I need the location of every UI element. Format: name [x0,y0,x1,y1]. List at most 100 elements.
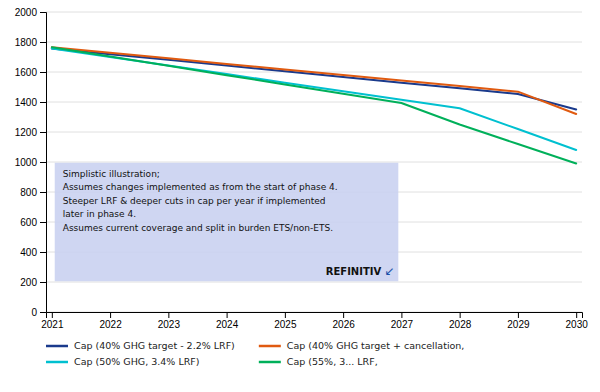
y-tick-label: 1800 [15,37,38,48]
y-tick-label: 800 [20,187,37,198]
y-tick: 2000 [15,7,46,18]
x-tick-label: 2026 [333,319,356,330]
legend-swatch [259,345,281,348]
y-tick-mark [40,162,46,163]
brand-text: REFINITIV [326,266,382,277]
y-tick: 1000 [15,157,46,168]
series-line [52,47,576,114]
annotation-text: Simplistic illustration; Assumes changes … [63,169,338,233]
series-line [52,47,576,163]
y-tick-label: 600 [20,217,37,228]
x-tick-mark [285,312,286,318]
x-tick-label: 2028 [449,319,472,330]
x-tick-label: 2022 [99,319,122,330]
x-tick-label: 2023 [158,319,181,330]
x-tick: 2024 [216,312,239,330]
cursor-icon: ↙ [384,264,394,278]
annotation-line: later in phase 4. [63,209,136,219]
legend-swatch [46,345,68,348]
grid-line [46,162,582,163]
y-tick-mark [40,102,46,103]
annotation-line: Simplistic illustration; [63,169,160,179]
x-tick-label: 2027 [391,319,414,330]
x-tick-mark [401,312,402,318]
annotation-line: Steeper LRF & deeper cuts in cap per yea… [63,196,326,206]
legend-item: Cap (40% GHG target + cancellation, [259,340,465,351]
y-tick: 1400 [15,97,46,108]
legend-item: Cap (55%, 3... LRF, [259,356,378,367]
x-axis: 2021 2022 2023 2024 2025 2026 2027 2028 2029 2030 [41,312,588,330]
y-tick-mark [40,312,46,313]
y-tick-mark [40,282,46,283]
y-tick-label: 1000 [15,157,38,168]
grid [46,12,582,312]
grid-line [46,132,582,133]
y-axis-line [40,13,47,313]
y-tick-label: 1200 [15,127,38,138]
x-tick-label: 2021 [41,319,64,330]
y-tick-mark [40,252,46,253]
y-tick-label: 200 [20,277,37,288]
y-tick-mark [40,132,46,133]
y-tick: 600 [20,217,46,228]
y-tick: 0 [31,307,46,318]
legend-label: Cap (55%, 3... LRF, [287,356,378,367]
y-tick: 1800 [15,37,46,48]
x-tick-label: 2024 [216,319,239,330]
x-tick-label: 2030 [566,319,589,330]
y-tick-mark [40,222,46,223]
grid-line [46,12,582,13]
x-tick-mark [110,312,111,318]
y-tick: 1200 [15,127,46,138]
legend-label: Cap (50% GHG, 3.4% LRF) [74,356,199,367]
annotation-line: Assumes changes implemented as from the … [63,182,338,192]
x-tick: 2027 [391,312,414,330]
grid-line [46,102,582,103]
grid-line [46,42,582,43]
y-axis: 0 200 400 600 800 1000 1200 1400 1600 1800 2000 [15,7,47,318]
series-line [52,48,576,150]
y-tick-label: 1600 [15,67,38,78]
y-tick: 400 [20,247,46,258]
series-line [52,48,576,109]
plot: 2021 2022 2023 2024 2025 2026 2027 2028 2029 2030… [15,7,588,368]
x-tick-mark [576,312,577,318]
y-tick-label: 0 [31,307,37,318]
y-tick-label: 1400 [15,97,38,108]
x-tick: 2022 [99,312,122,330]
x-tick: 2030 [566,312,589,330]
x-tick-mark [52,312,53,318]
x-tick-mark [227,312,228,318]
y-tick-mark [40,12,46,13]
x-tick-mark [168,312,169,318]
x-tick-mark [518,312,519,318]
x-tick-mark [343,312,344,318]
x-tick-label: 2029 [507,319,530,330]
y-tick-label: 2000 [15,7,38,18]
x-tick: 2023 [158,312,181,330]
legend: Cap (40% GHG target - 2.2% LRF) Cap (40% … [46,340,464,367]
y-tick: 800 [20,187,46,198]
y-tick-mark [40,42,46,43]
legend-swatch [259,361,281,364]
x-tick: 2026 [333,312,356,330]
annotation: Simplistic illustration; Assumes changes … [55,163,399,282]
legend-item: Cap (40% GHG target - 2.2% LRF) [46,340,235,351]
x-tick-mark [460,312,461,318]
x-tick: 2025 [274,312,297,330]
grid-line [46,282,582,283]
annotation-box [55,163,399,282]
x-tick-label: 2025 [274,319,297,330]
legend-item: Cap (50% GHG, 3.4% LRF) [46,356,199,367]
y-tick-mark [40,192,46,193]
y-tick-label: 400 [20,247,37,258]
x-tick: 2029 [507,312,530,330]
x-tick: 2021 [41,312,64,330]
chart: 2021 2022 2023 2024 2025 2026 2027 2028 2029 2030… [0,0,600,392]
y-tick-mark [40,72,46,73]
y-tick: 200 [20,277,46,288]
legend-swatch [46,361,68,364]
annotation-line: Assumes current coverage and split in bu… [63,223,333,233]
legend-label: Cap (40% GHG target + cancellation, [287,340,465,351]
x-axis-line [47,313,583,319]
